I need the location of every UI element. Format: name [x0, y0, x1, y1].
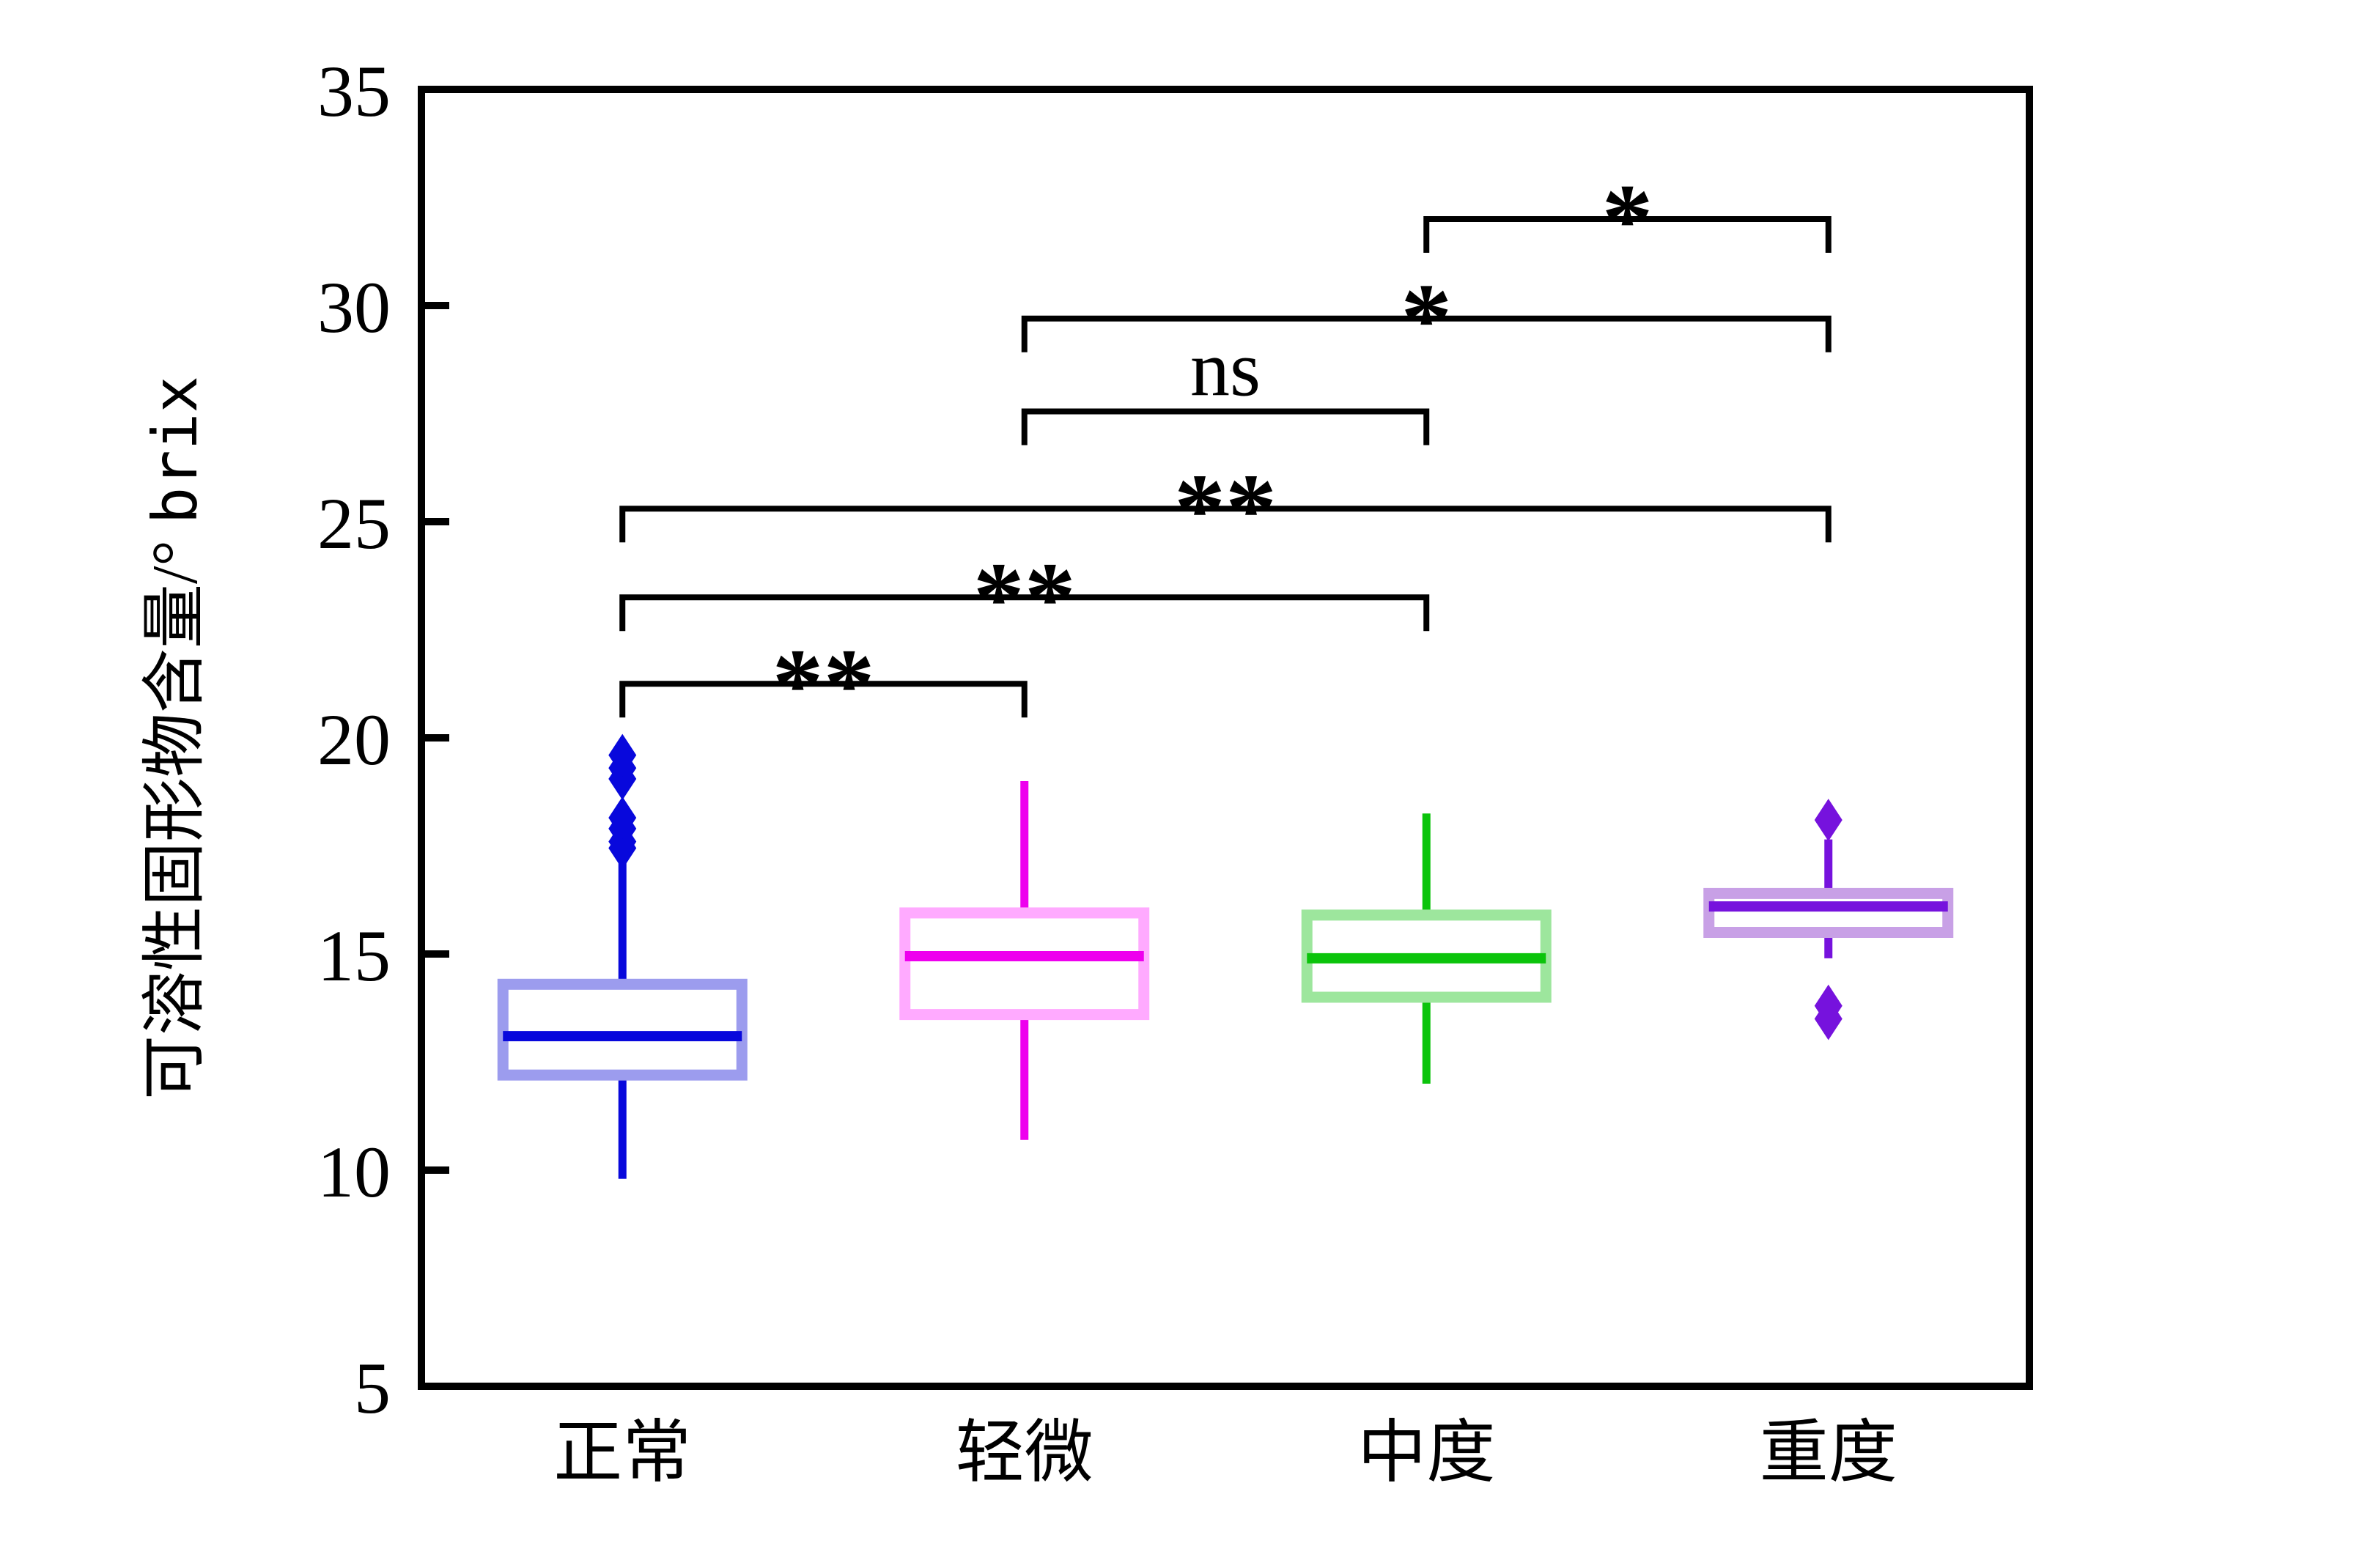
box-series-重度: [1703, 799, 1954, 1040]
axis-labels: 5 10 15 20 25 30 35 正常 轻微 中度 重度: [317, 51, 1897, 1491]
sig-label: *: [1401, 263, 1452, 377]
y-tick-label: 20: [317, 699, 391, 780]
x-category-label: 重度: [1760, 1415, 1897, 1491]
y-tick-label: 5: [354, 1347, 391, 1429]
sig-bracket-line: [1021, 315, 1832, 352]
sig-bracket-line: [619, 506, 1832, 543]
sig-bracket-中度-重度: *: [1423, 163, 1832, 277]
sig-label: **: [772, 628, 875, 742]
sig-bracket-line: [619, 594, 1430, 632]
boxes-layer: [497, 733, 1954, 1179]
iqr-box: [497, 978, 748, 1081]
sig-label: **: [1174, 453, 1277, 566]
y-axis-title-text: 可溶性固形物含量/°: [140, 524, 211, 1100]
sig-bracket-正常-重度: **: [619, 453, 1832, 566]
y-tick-label: 35: [317, 51, 391, 132]
y-axis-title-unit: brix: [139, 376, 211, 524]
iqr-box: [899, 907, 1150, 1021]
sig-label: ns: [1190, 326, 1261, 413]
box-series-正常: [497, 733, 748, 1179]
y-tick-label: 10: [317, 1131, 391, 1213]
box-series-中度: [1301, 813, 1552, 1084]
plot-frame: [418, 86, 2033, 1390]
box-series-轻微: [899, 781, 1150, 1140]
outlier-diamond: [1814, 997, 1843, 1040]
sig-bracket-正常-中度: **: [619, 541, 1430, 655]
x-category-label: 正常: [553, 1415, 691, 1491]
sig-label: *: [1602, 163, 1653, 277]
x-category-label: 中度: [1357, 1415, 1495, 1491]
sig-bracket-line: [619, 681, 1028, 718]
y-axis-title: 可溶性固形物含量/° brix: [139, 376, 211, 1100]
sig-bracket-轻微-重度: *: [1021, 263, 1832, 377]
y-ticks: [421, 86, 449, 1390]
y-tick-label: 25: [317, 483, 391, 564]
sig-bracket-正常-轻微: **: [619, 628, 1028, 742]
sig-bracket-line: [1021, 408, 1430, 445]
axes-frame: [418, 86, 2033, 1390]
outlier-diamond: [1814, 799, 1843, 842]
significance-brackets: ******ns **: [619, 163, 1832, 742]
sig-bracket-line: [1423, 216, 1832, 253]
y-tick-label: 15: [317, 915, 391, 996]
outlier-diamond: [608, 796, 637, 840]
sig-label: **: [973, 541, 1076, 655]
x-category-label: 轻微: [956, 1415, 1093, 1491]
iqr-box: [1703, 887, 1954, 939]
outlier-diamond: [608, 733, 637, 777]
y-tick-label: 30: [317, 267, 391, 348]
sig-bracket-轻微-中度: ns: [1021, 326, 1430, 445]
